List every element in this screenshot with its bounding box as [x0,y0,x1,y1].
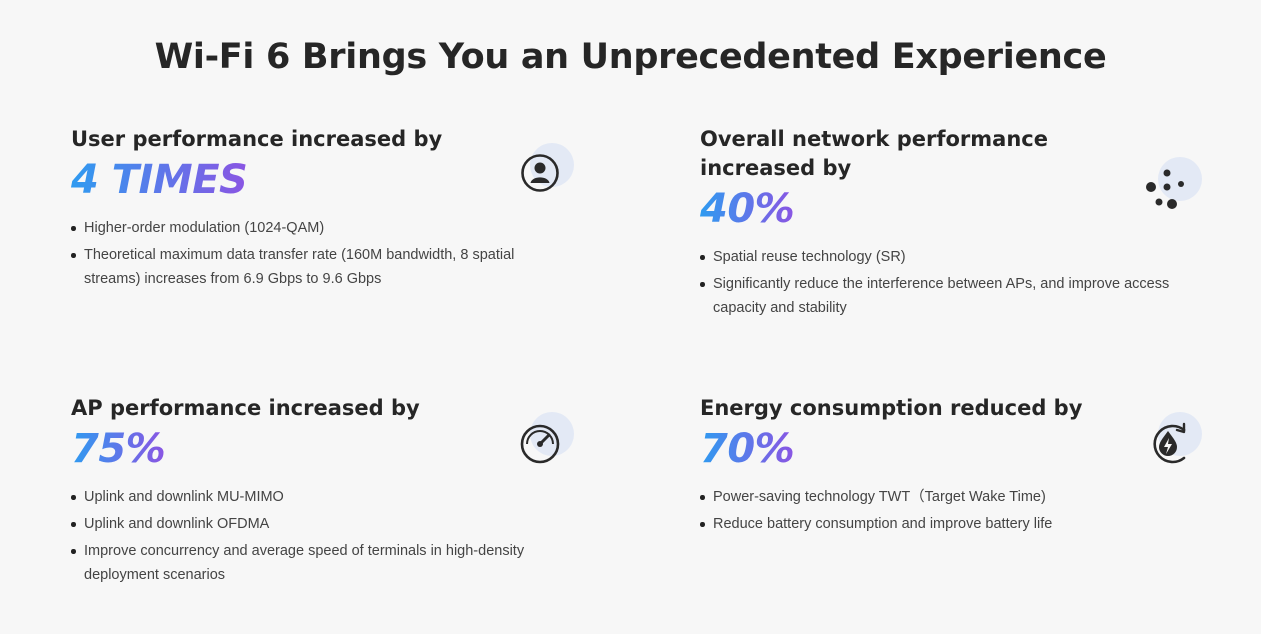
card-value: 70% [700,423,795,475]
list-item: Uplink and downlink OFDMA [71,512,561,536]
card-value: 4 TIMES [71,154,248,206]
list-item: Reduce battery consumption and improve b… [700,512,1190,536]
card-user-performance: User performance increased by 4 TIMES Hi… [71,125,551,294]
list-item: Uplink and downlink MU-MIMO [71,485,561,509]
speedometer-icon [518,412,574,468]
card-heading: Overall network performance increased by [700,127,1048,180]
bullet-list: Spatial reuse technology (SR) Significan… [700,245,1190,320]
list-item: Higher-order modulation (1024-QAM) [71,216,551,240]
card-value: 75% [71,423,166,475]
list-item: Spatial reuse technology (SR) [700,245,1190,269]
card-network-performance: Overall network performance increased by… [700,125,1190,323]
card-heading: User performance increased by [71,127,443,151]
user-icon [518,143,574,199]
card-heading: AP performance increased by [71,396,420,420]
energy-saving-icon [1146,412,1202,468]
bullet-list: Power-saving technology TWT（Target Wake … [700,485,1190,536]
card-value: 40% [700,183,795,235]
list-item: Significantly reduce the interference be… [700,272,1190,320]
card-heading: Energy consumption reduced by [700,396,1083,420]
list-item: Power-saving technology TWT（Target Wake … [700,485,1190,509]
bullet-list: Higher-order modulation (1024-QAM) Theor… [71,216,551,291]
card-ap-performance: AP performance increased by 75% Uplink a… [71,394,561,590]
list-item: Theoretical maximum data transfer rate (… [71,243,551,291]
bullet-list: Uplink and downlink MU-MIMO Uplink and d… [71,485,561,587]
list-item: Improve concurrency and average speed of… [71,539,561,587]
card-energy-consumption: Energy consumption reduced by 70% Power-… [700,394,1190,539]
page-title: Wi-Fi 6 Brings You an Unprecedented Expe… [154,37,1107,78]
network-dots-icon [1146,157,1202,213]
